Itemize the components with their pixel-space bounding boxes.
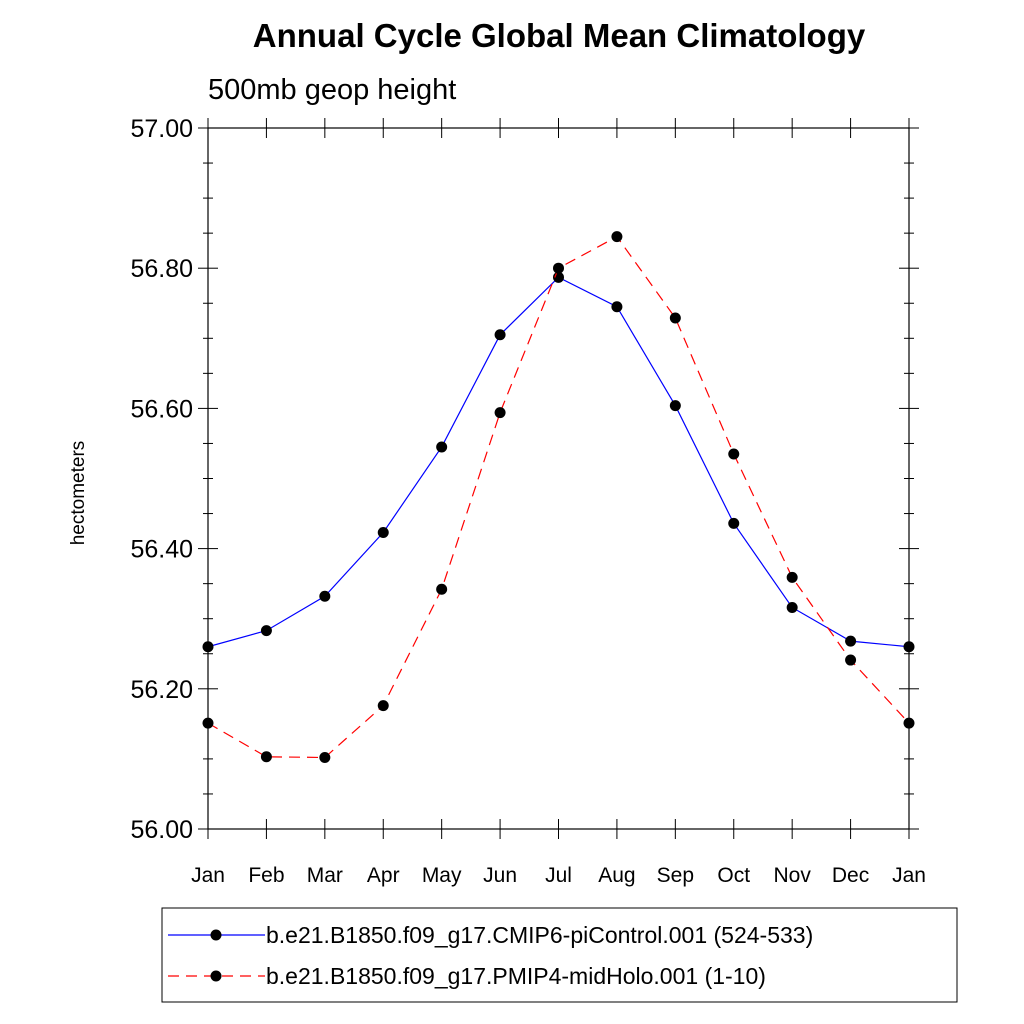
legend-label: b.e21.B1850.f09_g17.PMIP4-midHolo.001 (1…	[266, 963, 766, 989]
series-point	[377, 700, 389, 712]
x-tick-label: Jan	[191, 864, 225, 887]
series-point	[669, 400, 681, 412]
series-point	[319, 751, 331, 763]
y-tick-labels: 56.00 56.20 56.40 56.60 56.80 57.00	[130, 115, 193, 844]
legend-label: b.e21.B1850.f09_g17.CMIP6-piControl.001 …	[266, 922, 813, 948]
x-tick-labels: Jan Feb Mar Apr May Jun Jul Aug Sep Oct Nov Dec Jan	[191, 864, 926, 887]
series-point	[436, 583, 448, 595]
legend-box	[161, 907, 958, 1003]
chart-title: Annual Cycle Global Mean Climatology	[253, 17, 866, 54]
series-point	[903, 641, 915, 653]
series-point	[845, 654, 857, 666]
x-tick-label: Nov	[773, 864, 811, 887]
series-point	[845, 635, 857, 647]
series-point	[611, 301, 623, 313]
series-point	[669, 312, 681, 324]
plot-frame	[207, 127, 910, 830]
x-tick-label: Dec	[832, 864, 869, 887]
series-point	[553, 262, 564, 274]
series-point	[494, 329, 506, 341]
legend: b.e21.B1850.f09_g17.CMIP6-piControl.001 …	[161, 907, 958, 1003]
series-point	[377, 526, 389, 538]
x-tick-label: Jul	[545, 864, 572, 887]
y-tick-label: 56.00	[130, 816, 193, 844]
y-tick-label: 57.00	[130, 115, 193, 143]
x-tick-label: May	[422, 864, 462, 887]
chart-subtitle: 500mb geop height	[208, 74, 456, 106]
series-point	[260, 751, 272, 763]
x-tick-label: Apr	[367, 864, 400, 887]
series-point	[319, 590, 331, 602]
x-tick-label: Jun	[483, 864, 517, 887]
series-point	[903, 717, 915, 729]
series-point	[436, 441, 448, 453]
series-point	[494, 407, 506, 419]
legend-marker	[210, 929, 222, 941]
series-point	[611, 231, 623, 243]
series-point	[202, 641, 214, 653]
legend-marker	[210, 970, 222, 982]
x-tick-label: Aug	[598, 864, 635, 887]
series-point	[728, 517, 740, 529]
y-tick-label: 56.40	[130, 536, 193, 564]
y-axis-label: hectometers	[68, 441, 89, 546]
series-point	[260, 625, 272, 637]
x-tick-label: Jan	[892, 864, 926, 887]
x-tick-label: Feb	[248, 864, 284, 887]
y-tick-label: 56.20	[130, 676, 193, 704]
x-tick-label: Oct	[717, 864, 750, 887]
x-tick-label: Sep	[657, 864, 694, 887]
series-line	[207, 235, 910, 759]
series-group	[202, 231, 915, 763]
series-point	[786, 601, 798, 613]
axis-ticks	[198, 118, 919, 839]
series-point	[202, 717, 214, 729]
y-tick-label: 56.80	[130, 255, 193, 283]
y-tick-label: 56.60	[130, 395, 193, 423]
series-point	[728, 448, 740, 460]
series-line	[207, 276, 910, 648]
x-tick-label: Mar	[307, 864, 343, 887]
series-point	[786, 571, 798, 583]
